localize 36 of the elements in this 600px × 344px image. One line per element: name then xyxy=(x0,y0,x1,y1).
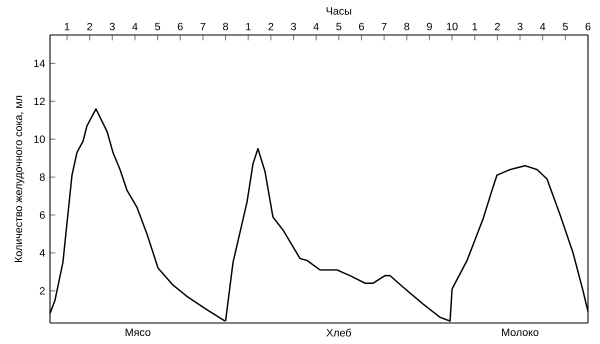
y-tick-label: 10 xyxy=(34,135,45,143)
x-tick-label: 3 xyxy=(110,22,115,30)
y-axis-title: Количество желудочного сока, мл xyxy=(14,96,24,262)
x-tick-label: 5 xyxy=(155,22,160,30)
x-tick-label: 7 xyxy=(200,22,206,30)
y-tick-label: 2 xyxy=(40,287,45,295)
x-tick-label: 5 xyxy=(336,22,342,30)
x-tick-label: 6 xyxy=(586,22,590,30)
x-tick-label: 4 xyxy=(132,22,138,30)
y-tick-label: 6 xyxy=(40,211,45,219)
x-tick-label: 6 xyxy=(178,22,183,30)
x-tick-label: 4 xyxy=(540,22,546,30)
x-tick-label: 9 xyxy=(426,22,432,30)
x-tick-label: 2 xyxy=(268,22,274,30)
y-tick-label: 8 xyxy=(40,173,45,181)
y-tick-label: 12 xyxy=(34,98,45,106)
x-tick-label: 2 xyxy=(87,22,92,30)
x-tick-label: 4 xyxy=(313,22,319,30)
x-axis-title: Хлеб xyxy=(326,328,352,337)
chart-title: Часы xyxy=(326,7,352,15)
x-tick-label: 1 xyxy=(246,22,251,30)
x-tick-label: 8 xyxy=(404,22,410,30)
x-tick-label: 3 xyxy=(290,22,296,30)
x-axis-title: Мясо xyxy=(126,328,150,336)
x-tick-label: 2 xyxy=(494,22,500,30)
x-tick-label: 6 xyxy=(359,22,364,30)
x-tick-label: 8 xyxy=(223,22,228,30)
x-tick-label: 1 xyxy=(64,22,70,30)
x-axis-title: Молоко xyxy=(502,328,538,336)
x-tick-label: 5 xyxy=(562,22,568,30)
x-tick-label: 7 xyxy=(382,22,387,30)
y-tick-label: 14 xyxy=(34,60,45,68)
x-tick-label: 10 xyxy=(446,22,458,30)
x-tick-label: 3 xyxy=(517,22,523,30)
y-tick-label: 4 xyxy=(40,249,45,257)
x-tick-label: 1 xyxy=(472,22,478,30)
